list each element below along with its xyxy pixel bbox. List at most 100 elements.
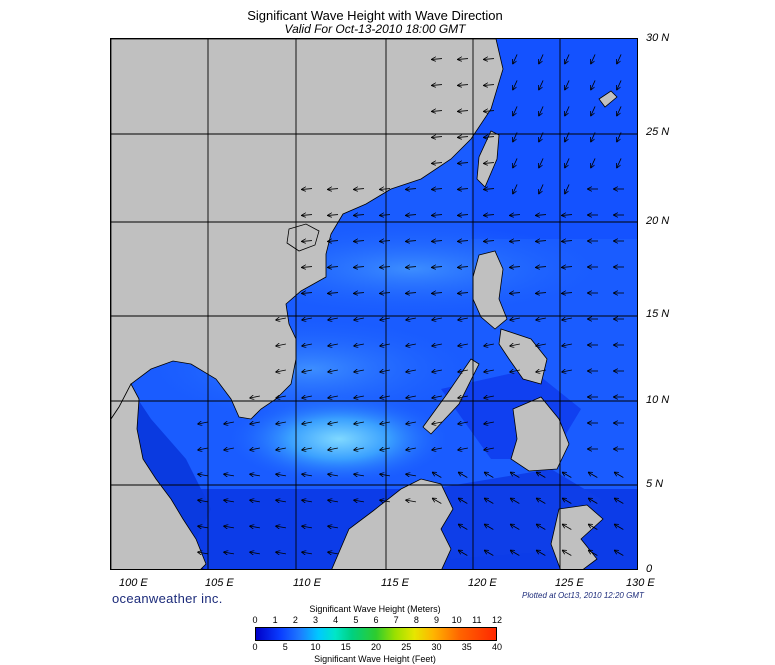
wave-direction-arrow: [328, 267, 339, 268]
wave-direction-arrow: [562, 370, 572, 372]
wave-direction-arrow: [485, 499, 494, 504]
wave-direction-arrow: [484, 448, 494, 450]
lat-label-15n: 15 N: [646, 308, 670, 320]
wave-direction-arrow: [537, 499, 546, 504]
wave-direction-arrow: [432, 59, 443, 60]
wave-direction-arrow: [406, 241, 417, 242]
map-title: Significant Wave Height with Wave Direct…: [247, 8, 503, 23]
wave-direction-arrow: [354, 396, 364, 398]
land-malay-peninsula: [111, 383, 207, 569]
legend-feet-tick: 30: [431, 642, 442, 652]
wave-direction-arrow: [536, 241, 547, 242]
wave-direction-arrow: [224, 422, 234, 424]
wave-direction-arrow: [328, 526, 338, 528]
wave-direction-arrow: [432, 293, 443, 294]
wave-direction-arrow: [539, 184, 544, 193]
wave-direction-arrow: [458, 267, 469, 268]
wave-direction-arrow: [458, 293, 469, 294]
wave-direction-arrow: [250, 500, 260, 502]
wave-direction-arrow: [537, 551, 546, 556]
wave-direction-arrow: [354, 241, 365, 242]
wave-direction-arrow: [406, 318, 416, 320]
wave-direction-arrow: [617, 132, 622, 141]
wave-direction-arrow: [589, 473, 598, 478]
wave-direction-arrow: [615, 551, 624, 556]
legend-feet-tick: 35: [461, 642, 472, 652]
land-ryukyu: [598, 90, 618, 108]
wave-direction-arrow: [484, 163, 495, 164]
wave-direction-arrow: [484, 370, 494, 372]
wave-direction-arrow: [537, 525, 546, 530]
wave-direction-arrow: [250, 526, 260, 528]
wave-direction-arrow: [302, 526, 312, 528]
wave-direction-arrow: [565, 106, 570, 115]
legend-meters-tick: 7: [393, 615, 399, 625]
wave-direction-arrow: [591, 106, 596, 115]
wave-direction-arrow: [328, 293, 339, 294]
wave-direction-arrow: [562, 267, 573, 268]
wave-direction-arrow: [198, 552, 208, 554]
wave-direction-arrow: [380, 318, 390, 320]
wave-direction-arrow: [458, 344, 468, 346]
wave-direction-arrow: [459, 551, 468, 556]
wave-direction-arrow: [198, 474, 208, 476]
wave-direction-arrow: [484, 59, 495, 60]
wave-direction-arrow: [406, 189, 417, 190]
wave-direction-arrow: [510, 267, 521, 268]
wave-direction-arrow: [511, 525, 520, 530]
wave-direction-arrow: [302, 241, 313, 242]
wave-direction-arrow: [198, 422, 208, 424]
wave-direction-arrow: [406, 344, 416, 346]
wave-direction-arrow: [562, 241, 573, 242]
wave-direction-arrow: [302, 318, 312, 320]
legend-meters-title: Significant Wave Height (Meters): [309, 604, 441, 614]
wave-direction-arrow: [224, 474, 234, 476]
wave-direction-arrow: [406, 267, 417, 268]
wave-direction-arrow: [380, 500, 390, 502]
wave-direction-arrow: [562, 318, 572, 320]
wave-direction-arrow: [458, 59, 469, 60]
wave-direction-arrow: [484, 137, 495, 138]
wave-direction-arrow: [302, 344, 312, 346]
legend-feet-tick: 0: [252, 642, 258, 652]
wave-direction-arrow: [250, 422, 260, 424]
wave-direction-arrow: [563, 525, 572, 530]
wave-direction-arrow: [354, 344, 364, 346]
legend-feet-tick: 40: [491, 642, 503, 652]
wave-direction-arrow: [328, 370, 338, 372]
wave-direction-arrow: [432, 189, 443, 190]
legend-feet-tick: 20: [370, 642, 382, 652]
wave-direction-arrow: [328, 552, 338, 554]
wave-direction-arrow: [433, 499, 442, 504]
legend-feet-tick: 15: [340, 642, 351, 652]
wave-direction-arrow: [250, 448, 260, 450]
wave-direction-arrow: [511, 473, 520, 478]
plotted-timestamp: Plotted at Oct13, 2010 12:20 GMT: [522, 591, 644, 600]
wave-direction-arrow: [380, 241, 391, 242]
map-subtitle: Valid For Oct-13-2010 18:00 GMT: [284, 22, 466, 36]
wave-direction-arrow: [380, 370, 390, 372]
wave-direction-arrow: [513, 158, 518, 167]
wave-direction-arrow: [406, 293, 417, 294]
wave-direction-arrow: [354, 422, 364, 424]
wave-direction-arrow: [354, 500, 364, 502]
wave-direction-arrow: [380, 293, 391, 294]
wave-direction-arrow: [458, 318, 468, 320]
wave-direction-arrow: [513, 106, 518, 115]
legend-meters-tick: 11: [472, 615, 482, 625]
wave-direction-arrow: [380, 189, 391, 190]
lat-label-5n: 5 N: [646, 478, 664, 490]
wave-direction-arrow: [485, 525, 494, 530]
wave-direction-arrow: [536, 318, 546, 320]
wave-direction-arrow: [615, 499, 624, 504]
wave-direction-arrow: [513, 80, 518, 89]
wave-direction-arrow: [562, 344, 572, 346]
legend-meters-tick: 1: [272, 615, 278, 625]
wave-direction-arrow: [484, 85, 495, 86]
wave-peak: [229, 394, 449, 484]
legend-colorbar: [255, 627, 497, 641]
wave-direction-arrow: [589, 499, 598, 504]
lon-label-110e: 110 E: [293, 577, 321, 589]
legend-meters-tick: 3: [312, 615, 319, 625]
wave-direction-arrow: [354, 189, 365, 190]
